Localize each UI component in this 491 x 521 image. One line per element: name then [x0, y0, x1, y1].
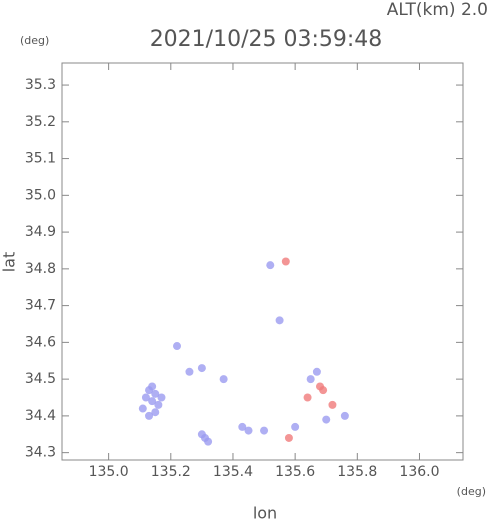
echo: [173, 342, 182, 351]
echo: [328, 400, 337, 409]
y-unit: (deg): [20, 34, 49, 47]
echo: [281, 257, 290, 266]
y-tick-label: 35.2: [25, 114, 56, 130]
echo: [145, 411, 154, 420]
y-tick-label: 34.4: [25, 408, 56, 424]
y-tick-label: 35.3: [25, 77, 56, 93]
echo: [322, 415, 331, 424]
x-tick-label: 135.0: [89, 464, 129, 480]
x-tick-label: 135.4: [213, 464, 253, 480]
altitude: ALT(km) 2.0: [387, 0, 488, 20]
echo: [312, 367, 321, 376]
x-axis-label: lon: [253, 504, 277, 521]
y-tick-label: 34.8: [25, 261, 56, 277]
echo: [148, 382, 157, 391]
echo: [260, 426, 269, 435]
echo: [141, 393, 150, 402]
y-axis-label: lat: [0, 252, 19, 273]
echo: [138, 404, 147, 413]
y-tick-label: 34.6: [25, 334, 56, 350]
plot-frame: [61, 62, 464, 461]
echo: [157, 393, 166, 402]
echo: [303, 393, 312, 402]
echo: [275, 316, 284, 325]
x-unit: (deg): [457, 485, 486, 498]
echo: [185, 367, 194, 376]
echo: [197, 364, 206, 373]
y-tick-label: 34.9: [25, 224, 56, 240]
echo: [244, 426, 253, 435]
echo: [284, 433, 293, 442]
echo: [291, 422, 300, 431]
echo: [148, 397, 157, 406]
echo: [238, 422, 247, 431]
echo: [266, 261, 275, 270]
echo: [340, 411, 349, 420]
echo: [306, 375, 315, 384]
echo: [151, 389, 160, 398]
echo: [151, 408, 160, 417]
y-tick-label: 35.0: [25, 187, 56, 203]
echo: [204, 437, 213, 446]
chart-title: 2021/10/25 03:59:48: [150, 27, 383, 52]
y-tick-label: 34.3: [25, 445, 56, 461]
echo: [219, 375, 228, 384]
y-tick-label: 34.7: [25, 298, 56, 314]
echo: [319, 386, 328, 395]
echo: [154, 400, 163, 409]
x-tick-label: 135.6: [275, 464, 315, 480]
echo: [197, 430, 206, 439]
x-tick-label: 135.8: [337, 464, 377, 480]
y-tick-label: 34.5: [25, 371, 56, 387]
x-tick-label: 135.2: [151, 464, 191, 480]
y-tick-label: 35.1: [25, 151, 56, 167]
x-tick-label: 136.0: [399, 464, 439, 480]
